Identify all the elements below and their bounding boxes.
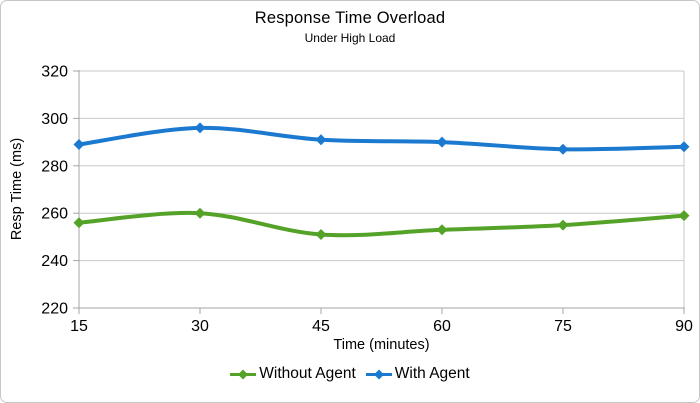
x-tick-label: 75 xyxy=(554,318,572,335)
series-line-with-agent xyxy=(77,125,686,152)
x-tick-label: 45 xyxy=(312,318,330,335)
legend-label-with-agent: With Agent xyxy=(394,365,470,382)
data-point-with-agent xyxy=(436,136,448,148)
x-tick-label: 15 xyxy=(70,318,88,335)
data-point-with-agent xyxy=(73,139,85,150)
chart-subtitle: Under High Load xyxy=(304,31,396,45)
x-tick-label: 90 xyxy=(675,318,693,335)
legend-label-without-agent: Without Agent xyxy=(259,365,356,382)
chart-legend: Without Agent With Agent xyxy=(1,365,699,383)
legend-marker-with-agent xyxy=(365,369,392,379)
data-point-without-agent xyxy=(73,217,85,229)
y-tick-label: 280 xyxy=(41,158,68,175)
y-tick-label: 260 xyxy=(41,206,68,223)
data-point-with-agent xyxy=(678,141,690,153)
data-point-without-agent xyxy=(194,207,206,219)
series-line-without-agent xyxy=(77,210,686,238)
x-tick-label: 60 xyxy=(433,318,451,335)
y-tick-label: 220 xyxy=(41,301,68,318)
y-axis-label: Resp Time (ms) xyxy=(9,137,25,241)
x-axis-label: Time (minutes) xyxy=(333,337,430,353)
data-point-without-agent xyxy=(557,219,569,231)
data-point-without-agent xyxy=(436,224,448,236)
y-tick-label: 240 xyxy=(41,253,68,270)
legend-item-without-agent: Without Agent xyxy=(230,365,356,383)
data-point-with-agent xyxy=(194,122,206,134)
data-point-with-agent xyxy=(315,134,327,146)
chart-title: Response Time Overload xyxy=(254,9,446,27)
data-point-without-agent xyxy=(315,229,327,240)
legend-marker-without-agent xyxy=(230,369,257,379)
x-tick-label: 30 xyxy=(191,318,209,335)
y-tick-label: 320 xyxy=(41,64,68,81)
data-point-with-agent xyxy=(557,143,569,155)
legend-item-with-agent: With Agent xyxy=(365,365,470,383)
y-tick-label: 300 xyxy=(41,111,68,128)
data-point-without-agent xyxy=(678,210,690,222)
